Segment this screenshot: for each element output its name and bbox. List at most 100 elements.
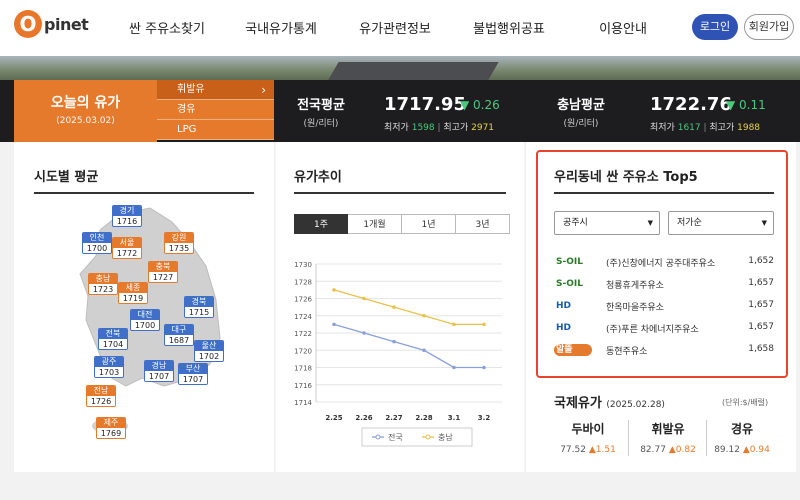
fuel-tab-lpg[interactable]: LPG xyxy=(157,120,274,140)
trend-chart: 1730 1728 1726 1724 1722 1720 1718 1716 1714 2.25… xyxy=(294,261,502,447)
max-value: 1988 xyxy=(737,123,761,133)
station-price: 1,657 xyxy=(748,322,774,332)
data-point xyxy=(392,305,396,309)
y-tick-label: 1724 xyxy=(294,313,312,321)
nav-item-domestic-stats[interactable]: 국내유가통계 xyxy=(245,22,317,37)
intl-separator xyxy=(706,420,707,456)
chungnam-minmax: 최저가 1617 | 최고가 1988 xyxy=(650,123,761,133)
intl-gasoline: 휘발유 82.77 ▲0.82 xyxy=(632,420,704,455)
national-unit: (원/리터) xyxy=(303,119,339,129)
station-row[interactable]: 알뜰 동현주유소 1,658 xyxy=(554,340,774,360)
region-value: 1715 xyxy=(185,307,213,317)
legend-marker xyxy=(375,434,381,440)
chungnam-unit: (원/리터) xyxy=(563,119,599,129)
region-badge[interactable]: 충북 1727 xyxy=(148,261,178,283)
legend-label: 충남 xyxy=(438,433,453,442)
sort-select[interactable]: 저가순 ▼ xyxy=(668,211,774,235)
region-value: 1687 xyxy=(165,335,193,345)
fuel-tab-gasoline[interactable]: 휘발유 › xyxy=(157,80,274,100)
legend-box xyxy=(361,427,473,447)
data-point xyxy=(452,365,456,370)
region-badge[interactable]: 전남 1726 xyxy=(86,385,116,407)
region-name: 충북 xyxy=(149,262,177,272)
region-badge[interactable]: 경북 1715 xyxy=(184,296,214,318)
region-badge[interactable]: 대구 1687 xyxy=(164,324,194,346)
region-badge[interactable]: 충남 1723 xyxy=(88,273,118,295)
region-name: 대구 xyxy=(165,325,193,335)
region-value: 1716 xyxy=(113,216,141,226)
legend-marker xyxy=(425,434,431,440)
region-badge[interactable]: 부산 1707 xyxy=(178,363,208,385)
region-badge[interactable]: 광주 1703 xyxy=(94,356,124,378)
national-change: ▼ 0.26 xyxy=(460,98,500,112)
chungnam-label: 충남평균 xyxy=(557,98,605,113)
intl-title: 국제유가 (2025.02.28) xyxy=(554,392,665,411)
region-value: 1727 xyxy=(149,272,177,282)
x-tick-label: 3.2 xyxy=(478,414,491,422)
brand-logo-icon: HD xyxy=(556,323,572,333)
region-badge[interactable]: 강원 1735 xyxy=(164,232,194,254)
intl-name: 휘발유 xyxy=(651,422,685,436)
region-name: 경북 xyxy=(185,297,213,307)
region-value: 1704 xyxy=(99,339,127,349)
station-row[interactable]: HD (주)푸른 차에너지주유소 1,657 xyxy=(554,318,774,338)
brand-logo-icon: HD xyxy=(556,301,572,311)
region-badge[interactable]: 제주 1769 xyxy=(96,417,126,439)
caret-down-icon: ▼ xyxy=(761,219,767,227)
region-name: 제주 xyxy=(97,418,125,428)
region-name: 인천 xyxy=(83,233,111,243)
nav-item-illegal-acts[interactable]: 불법행위공표 xyxy=(473,22,545,37)
region-name: 경기 xyxy=(113,206,141,216)
region-badge[interactable]: 서울 1772 xyxy=(112,237,142,259)
station-row[interactable]: S-OIL 청룡휴게주유소 1,657 xyxy=(554,274,774,294)
region-value: 1702 xyxy=(195,351,223,361)
region-badge[interactable]: 경남 1707 xyxy=(144,360,174,382)
nav-item-oil-info[interactable]: 유가관련정보 xyxy=(359,22,431,37)
header: O pinet 싼 주유소찾기 국내유가통계 유가관련정보 불법행위공표 이용안… xyxy=(0,0,800,56)
tab-1week[interactable]: 1주 xyxy=(294,214,348,234)
station-price: 1,657 xyxy=(748,278,774,288)
min-label: 최저가 xyxy=(384,123,409,133)
y-tick-label: 1730 xyxy=(294,261,312,269)
region-badge[interactable]: 세종 1719 xyxy=(118,282,148,304)
region-badge[interactable]: 전북 1704 xyxy=(98,328,128,350)
station-row[interactable]: HD 한옥마을주유소 1,657 xyxy=(554,296,774,316)
today-title: 오늘의 유가 xyxy=(50,95,121,111)
region-value: 1700 xyxy=(83,243,111,253)
station-price: 1,657 xyxy=(748,300,774,310)
intl-title-text: 국제유가 xyxy=(554,396,602,411)
nav-item-cheap-station[interactable]: 싼 주유소찾기 xyxy=(129,22,205,37)
region-name: 광주 xyxy=(95,357,123,367)
data-point xyxy=(362,296,366,301)
x-tick-label: 3.1 xyxy=(448,414,461,422)
region-name: 세종 xyxy=(119,283,147,293)
city-select[interactable]: 공주시 ▼ xyxy=(554,211,660,235)
series-line xyxy=(333,323,484,369)
region-value: 1723 xyxy=(89,284,117,294)
data-point xyxy=(392,339,396,344)
tab-3year[interactable]: 3년 xyxy=(456,214,510,234)
nav-item-guide[interactable]: 이용안내 xyxy=(599,22,647,37)
logo[interactable]: O pinet xyxy=(14,10,89,38)
region-badge[interactable]: 대전 1700 xyxy=(130,309,160,331)
logo-text: pinet xyxy=(44,14,89,34)
region-badge[interactable]: 경기 1716 xyxy=(112,205,142,227)
region-value: 1707 xyxy=(145,371,173,381)
fuel-tab-diesel[interactable]: 경유 xyxy=(157,100,274,120)
login-button[interactable]: 로그인 xyxy=(692,14,738,40)
y-tick-label: 1716 xyxy=(294,382,312,390)
station-row[interactable]: S-OIL (주)신창에너지 공주대주유소 1,652 xyxy=(554,252,774,272)
data-point xyxy=(422,313,426,318)
join-button[interactable]: 회원가입 xyxy=(744,14,794,40)
trend-divider xyxy=(294,192,506,194)
period-tabs: 1주 1개월 1년 3년 xyxy=(294,214,510,234)
region-badge[interactable]: 인천 1700 xyxy=(82,232,112,254)
tab-1year[interactable]: 1년 xyxy=(402,214,456,234)
main-nav: 싼 주유소찾기 국내유가통계 유가관련정보 불법행위공표 이용안내 xyxy=(110,18,680,37)
tab-1month[interactable]: 1개월 xyxy=(348,214,402,234)
station-price: 1,652 xyxy=(748,256,774,266)
top5-title: 우리동네 싼 주유소 Top5 xyxy=(554,170,698,185)
region-name: 대전 xyxy=(131,310,159,320)
intl-name: 경유 xyxy=(730,422,754,436)
region-badge[interactable]: 울산 1702 xyxy=(194,340,224,362)
